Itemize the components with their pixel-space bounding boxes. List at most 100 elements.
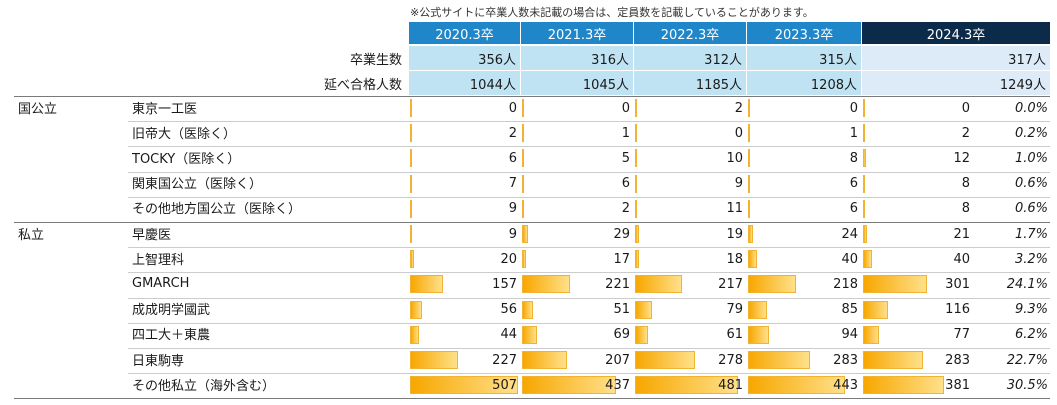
- row-divider: [128, 373, 1050, 375]
- share-percent: 30.5%: [1006, 377, 1048, 393]
- data-bar: [635, 225, 639, 243]
- data-value: 1: [849, 125, 858, 141]
- data-bar: [748, 99, 750, 117]
- data-cell: 56: [409, 298, 521, 322]
- data-bar: [863, 124, 865, 143]
- data-bar: [522, 325, 537, 344]
- data-value: 2: [621, 201, 630, 217]
- data-cell: 79: [634, 298, 747, 322]
- data-cell: 11: [634, 197, 747, 221]
- data-cell: 29: [521, 222, 634, 246]
- data-value: 283: [833, 352, 858, 368]
- data-value: 10: [726, 150, 743, 166]
- data-bar: [635, 351, 695, 369]
- data-bar: [410, 225, 412, 243]
- data-cell: 10: [634, 146, 747, 170]
- data-value: 0: [734, 125, 743, 141]
- data-cell: 481: [634, 373, 747, 397]
- data-cell: 283: [747, 348, 862, 372]
- data-cell: 2: [521, 197, 634, 221]
- data-value: 61: [726, 327, 743, 343]
- data-bar: [522, 149, 524, 168]
- data-cell: 8: [747, 146, 862, 170]
- data-cell: 44: [409, 323, 521, 347]
- data-cell: 5: [521, 146, 634, 170]
- data-bar: [522, 124, 524, 143]
- data-bar: [635, 300, 652, 319]
- share-percent: 0.0%: [1014, 100, 1048, 116]
- data-bar: [863, 99, 865, 117]
- data-bar: [522, 250, 526, 269]
- data-bar: [410, 199, 412, 218]
- data-bar: [748, 225, 753, 243]
- data-bar: [748, 376, 845, 395]
- data-bar: [410, 275, 443, 294]
- share-percent: 0.6%: [1014, 201, 1048, 217]
- data-value: 278: [718, 352, 743, 368]
- data-cell: 2: [634, 96, 747, 120]
- data-bar: [410, 174, 412, 193]
- data-bar: [522, 199, 524, 218]
- data-cell: 40: [747, 247, 862, 271]
- data-cell: 283: [862, 348, 974, 372]
- data-bar: [748, 300, 767, 319]
- data-cell: 0: [409, 96, 521, 120]
- data-cell: 217: [634, 272, 747, 296]
- data-value: 301: [945, 276, 970, 292]
- data-value: 11: [726, 201, 743, 217]
- data-value: 2: [734, 100, 743, 116]
- data-value: 24: [841, 226, 858, 242]
- data-value: 40: [953, 251, 970, 267]
- year-header: 2024.3卒: [862, 22, 1050, 44]
- row-divider: [128, 297, 1050, 299]
- data-bar: [748, 250, 757, 269]
- data-bar: [863, 376, 944, 395]
- stat-value: 316人: [521, 46, 634, 70]
- data-cell: 6: [409, 146, 521, 170]
- row-label: GMARCH: [132, 275, 190, 291]
- data-cell: 218: [747, 272, 862, 296]
- data-bar: [410, 99, 412, 117]
- data-bar: [522, 351, 567, 369]
- data-bar: [635, 124, 637, 143]
- data-value: 56: [500, 302, 517, 318]
- table-bottom-border: [14, 398, 1050, 400]
- row-label: その他私立（海外含む）: [132, 378, 276, 394]
- data-bar: [635, 199, 637, 218]
- row-divider: [128, 322, 1050, 324]
- row-divider: [128, 146, 1050, 148]
- data-bar: [410, 149, 412, 168]
- data-cell: 19: [634, 222, 747, 246]
- data-bar: [635, 275, 682, 294]
- data-value: 116: [945, 302, 970, 318]
- data-value: 2: [508, 125, 517, 141]
- footnote: ※公式サイトに卒業人数未記載の場合は、定員数を記載していることがあります。: [410, 6, 814, 19]
- data-value: 17: [613, 251, 630, 267]
- data-value: 217: [718, 276, 743, 292]
- data-cell: 7: [409, 172, 521, 196]
- data-cell: 94: [747, 323, 862, 347]
- row-divider: [128, 196, 1050, 198]
- stat-value: 1249人: [862, 71, 1050, 95]
- group-label: 国公立: [18, 101, 58, 117]
- share-percent: 22.7%: [1006, 352, 1048, 368]
- data-cell: 1: [521, 121, 634, 145]
- share-percent: 24.1%: [1006, 276, 1048, 292]
- share-percent: 6.2%: [1014, 327, 1048, 343]
- data-value: 6: [849, 176, 858, 192]
- stat-value: 317人: [862, 46, 1050, 70]
- data-cell: 21: [862, 222, 974, 246]
- data-value: 507: [492, 377, 517, 393]
- data-bar: [748, 325, 769, 344]
- data-value: 21: [953, 226, 970, 242]
- data-bar: [635, 149, 637, 168]
- data-cell: 17: [521, 247, 634, 271]
- year-header: 2023.3卒: [747, 22, 862, 44]
- stat-value: 356人: [409, 46, 521, 70]
- data-bar: [410, 300, 422, 319]
- data-cell: 1: [747, 121, 862, 145]
- data-cell: 116: [862, 298, 974, 322]
- data-value: 0: [621, 100, 630, 116]
- row-label: その他地方国公立（医除く）: [132, 202, 302, 218]
- stat-value: 312人: [634, 46, 747, 70]
